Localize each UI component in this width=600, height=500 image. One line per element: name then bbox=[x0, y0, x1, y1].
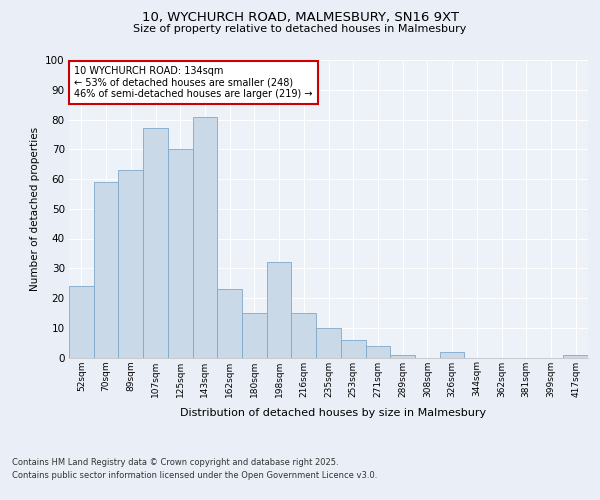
Bar bbox=[118, 170, 143, 358]
Bar bbox=[242, 313, 267, 358]
Bar bbox=[440, 352, 464, 358]
Bar bbox=[292, 313, 316, 358]
Text: Size of property relative to detached houses in Malmesbury: Size of property relative to detached ho… bbox=[133, 24, 467, 34]
Bar bbox=[267, 262, 292, 358]
Bar bbox=[365, 346, 390, 358]
Bar bbox=[390, 354, 415, 358]
Text: 10, WYCHURCH ROAD, MALMESBURY, SN16 9XT: 10, WYCHURCH ROAD, MALMESBURY, SN16 9XT bbox=[142, 11, 458, 24]
Text: Contains HM Land Registry data © Crown copyright and database right 2025.: Contains HM Land Registry data © Crown c… bbox=[12, 458, 338, 467]
Text: Distribution of detached houses by size in Malmesbury: Distribution of detached houses by size … bbox=[180, 408, 486, 418]
Bar bbox=[193, 116, 217, 358]
Bar bbox=[341, 340, 365, 357]
Bar bbox=[94, 182, 118, 358]
Bar bbox=[143, 128, 168, 358]
Bar bbox=[69, 286, 94, 358]
Bar bbox=[168, 149, 193, 358]
Bar bbox=[316, 328, 341, 358]
Text: Contains public sector information licensed under the Open Government Licence v3: Contains public sector information licen… bbox=[12, 470, 377, 480]
Bar bbox=[563, 354, 588, 358]
Bar bbox=[217, 289, 242, 358]
Y-axis label: Number of detached properties: Number of detached properties bbox=[29, 126, 40, 291]
Text: 10 WYCHURCH ROAD: 134sqm
← 53% of detached houses are smaller (248)
46% of semi-: 10 WYCHURCH ROAD: 134sqm ← 53% of detach… bbox=[74, 66, 313, 99]
